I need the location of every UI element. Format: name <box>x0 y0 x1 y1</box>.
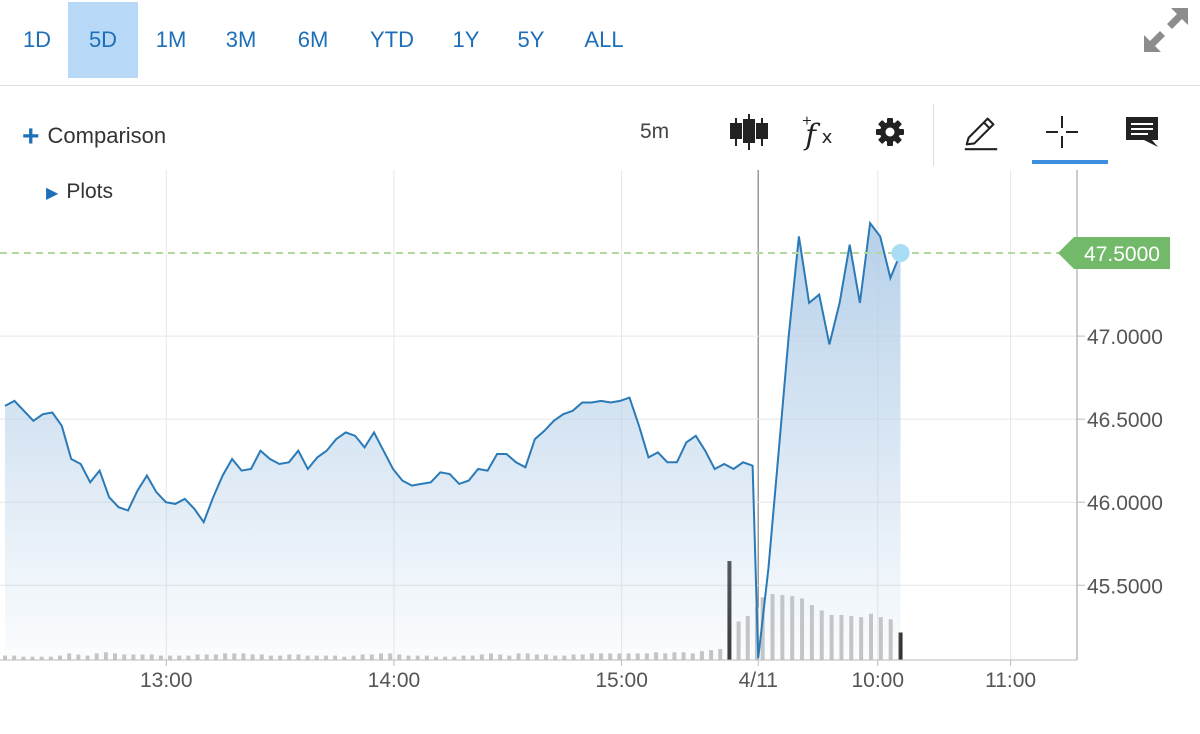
comment-icon[interactable] <box>1124 112 1160 152</box>
x-tick-label: 13:00 <box>140 669 193 692</box>
gear-icon[interactable] <box>872 112 908 152</box>
comparison-button[interactable]: + Comparison <box>22 120 166 154</box>
current-price-tag: 47.5000 <box>1058 237 1170 270</box>
x-tick-label: 10:00 <box>851 669 904 692</box>
chart-toolbar: + Comparison 5m + f x <box>0 100 1200 170</box>
svg-text:x: x <box>822 127 833 148</box>
x-tick-label: 15:00 <box>595 669 648 692</box>
y-tick-label: 46.5000 <box>1087 409 1163 432</box>
range-tab-ytd[interactable]: YTD <box>370 27 414 52</box>
range-selector: 1D 5D 1M 3M 6M YTD 1Y 5Y ALL <box>0 0 1200 86</box>
svg-text:f: f <box>803 118 821 152</box>
price-line <box>4 220 902 659</box>
x-tick-label: 11:00 <box>985 669 1036 692</box>
pencil-icon[interactable] <box>960 112 1002 152</box>
current-price-label: 47.5000 <box>1084 243 1160 266</box>
range-tab-all[interactable]: ALL <box>584 27 624 52</box>
crosshair-icon[interactable] <box>1044 112 1080 152</box>
y-axis: 47.0000 46.5000 46.0000 45.5000 <box>1077 326 1163 598</box>
plots-label: Plots <box>66 180 113 203</box>
comparison-label: Comparison <box>47 123 167 148</box>
function-icon[interactable]: + f x <box>798 112 838 152</box>
range-tab-1y[interactable]: 1Y <box>452 27 480 52</box>
svg-text:+: + <box>802 113 813 128</box>
range-tab-6m[interactable]: 6M <box>297 27 329 52</box>
x-tick-label: 14:00 <box>368 669 421 692</box>
interval-selector[interactable]: 5m <box>640 120 670 143</box>
y-tick-label: 45.5000 <box>1087 575 1163 598</box>
range-tab-5y[interactable]: 5Y <box>517 27 545 52</box>
x-tick-label: 4/11 <box>739 669 778 692</box>
range-tab-5d[interactable]: 5D <box>68 2 138 78</box>
plus-icon: + <box>22 120 40 153</box>
y-tick-label: 47.0000 <box>1087 326 1163 349</box>
price-area <box>5 223 901 660</box>
y-tick-label: 46.0000 <box>1087 492 1163 515</box>
range-tab-1m[interactable]: 1M <box>155 27 187 52</box>
expand-icon[interactable] <box>1138 2 1194 58</box>
last-price-dot[interactable] <box>891 244 910 263</box>
range-tab-3m[interactable]: 3M <box>225 27 257 52</box>
candlestick-icon[interactable] <box>728 112 770 152</box>
toolbar-divider <box>933 104 934 166</box>
plots-toggle[interactable]: ▶ Plots <box>46 180 113 204</box>
volume-bar <box>898 632 903 660</box>
range-tab-1d[interactable]: 1D <box>22 27 52 52</box>
x-axis: 13:00 14:00 15:00 4/11 10:00 11:00 <box>140 660 1036 692</box>
crosshair-active-indicator <box>1032 160 1108 164</box>
expand-triangle-icon: ▶ <box>46 185 59 202</box>
